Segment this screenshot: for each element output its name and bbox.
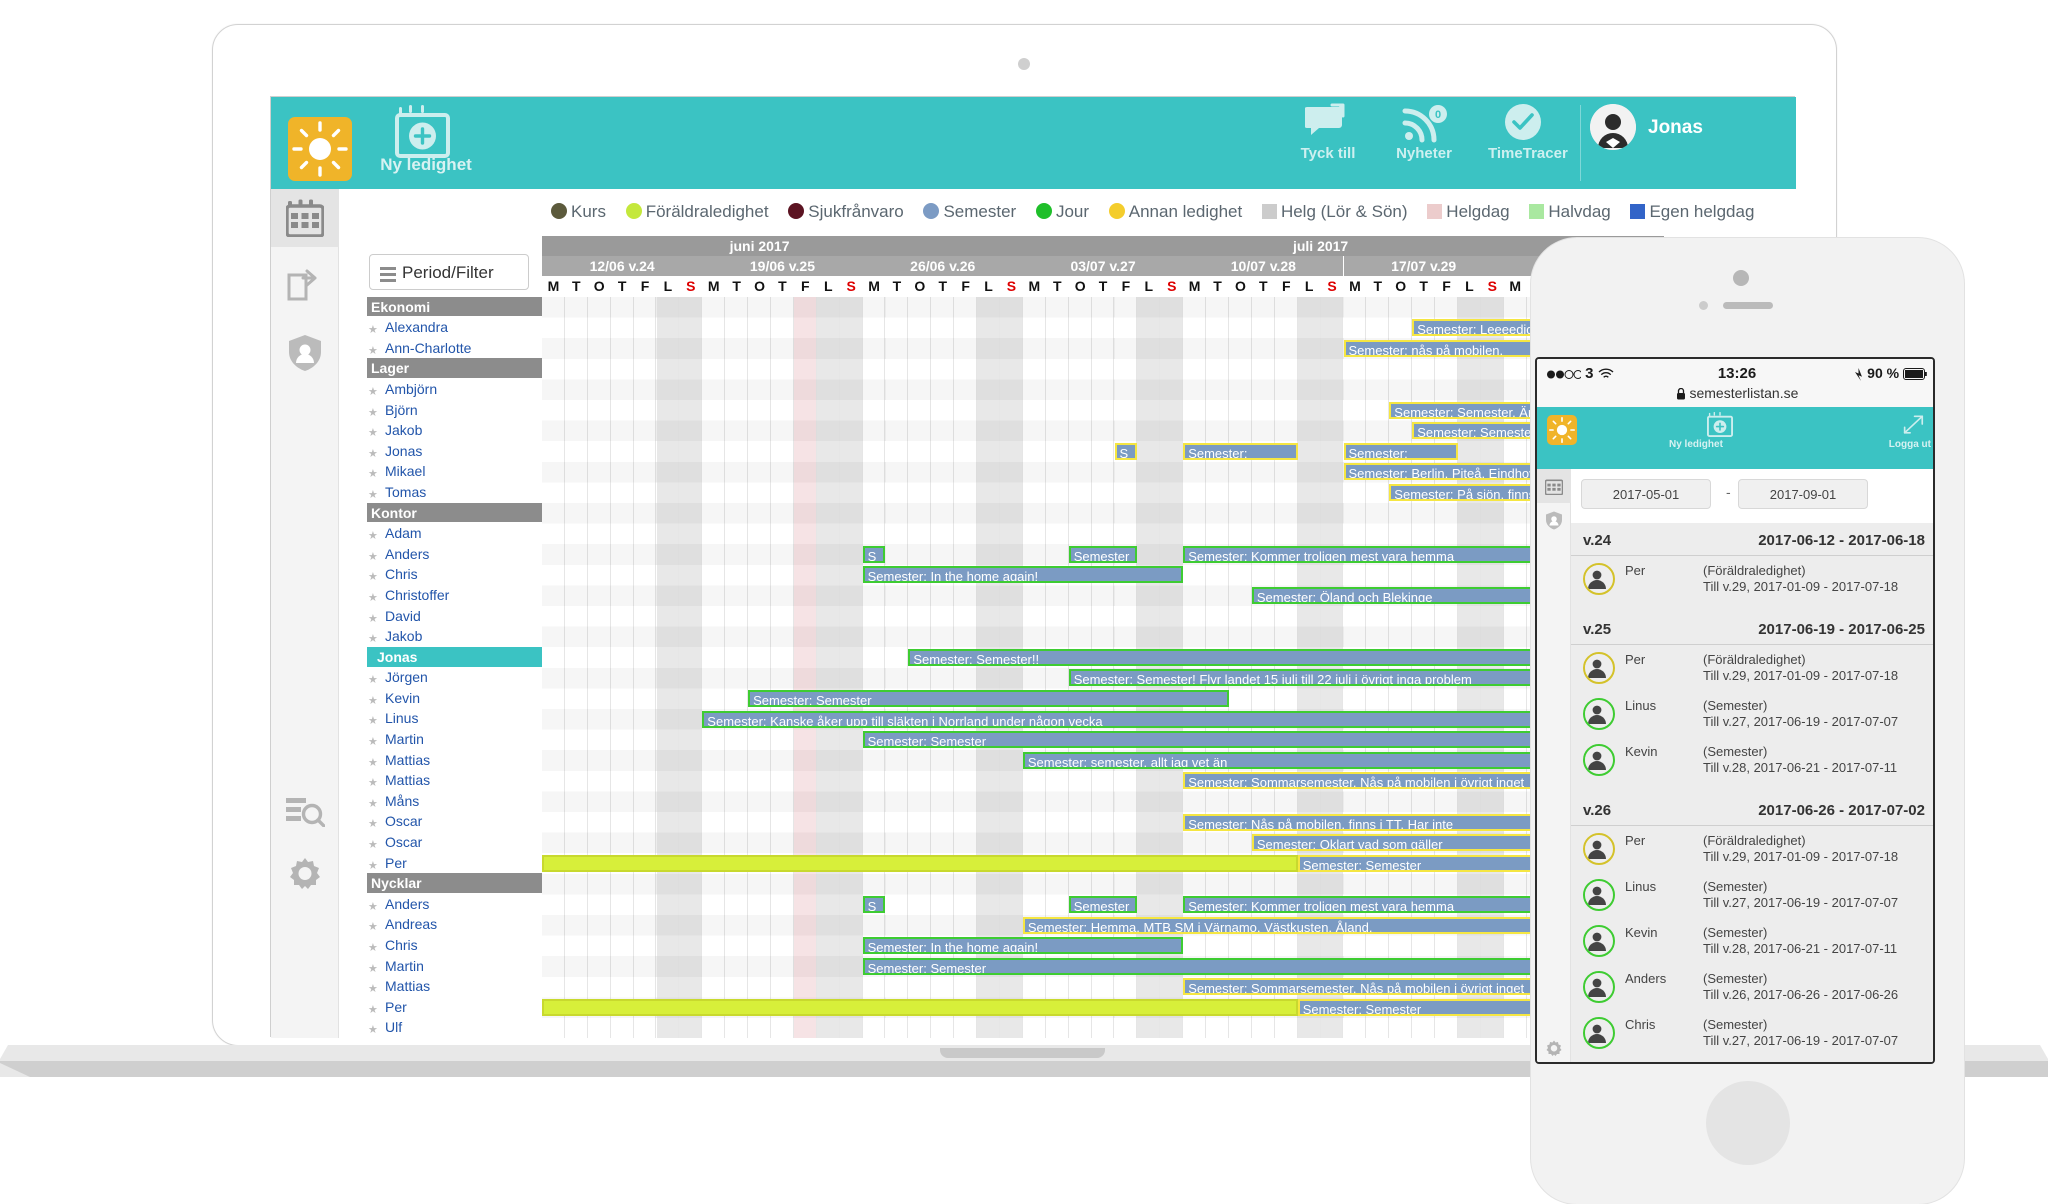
svg-text:0: 0 <box>1435 109 1441 121</box>
